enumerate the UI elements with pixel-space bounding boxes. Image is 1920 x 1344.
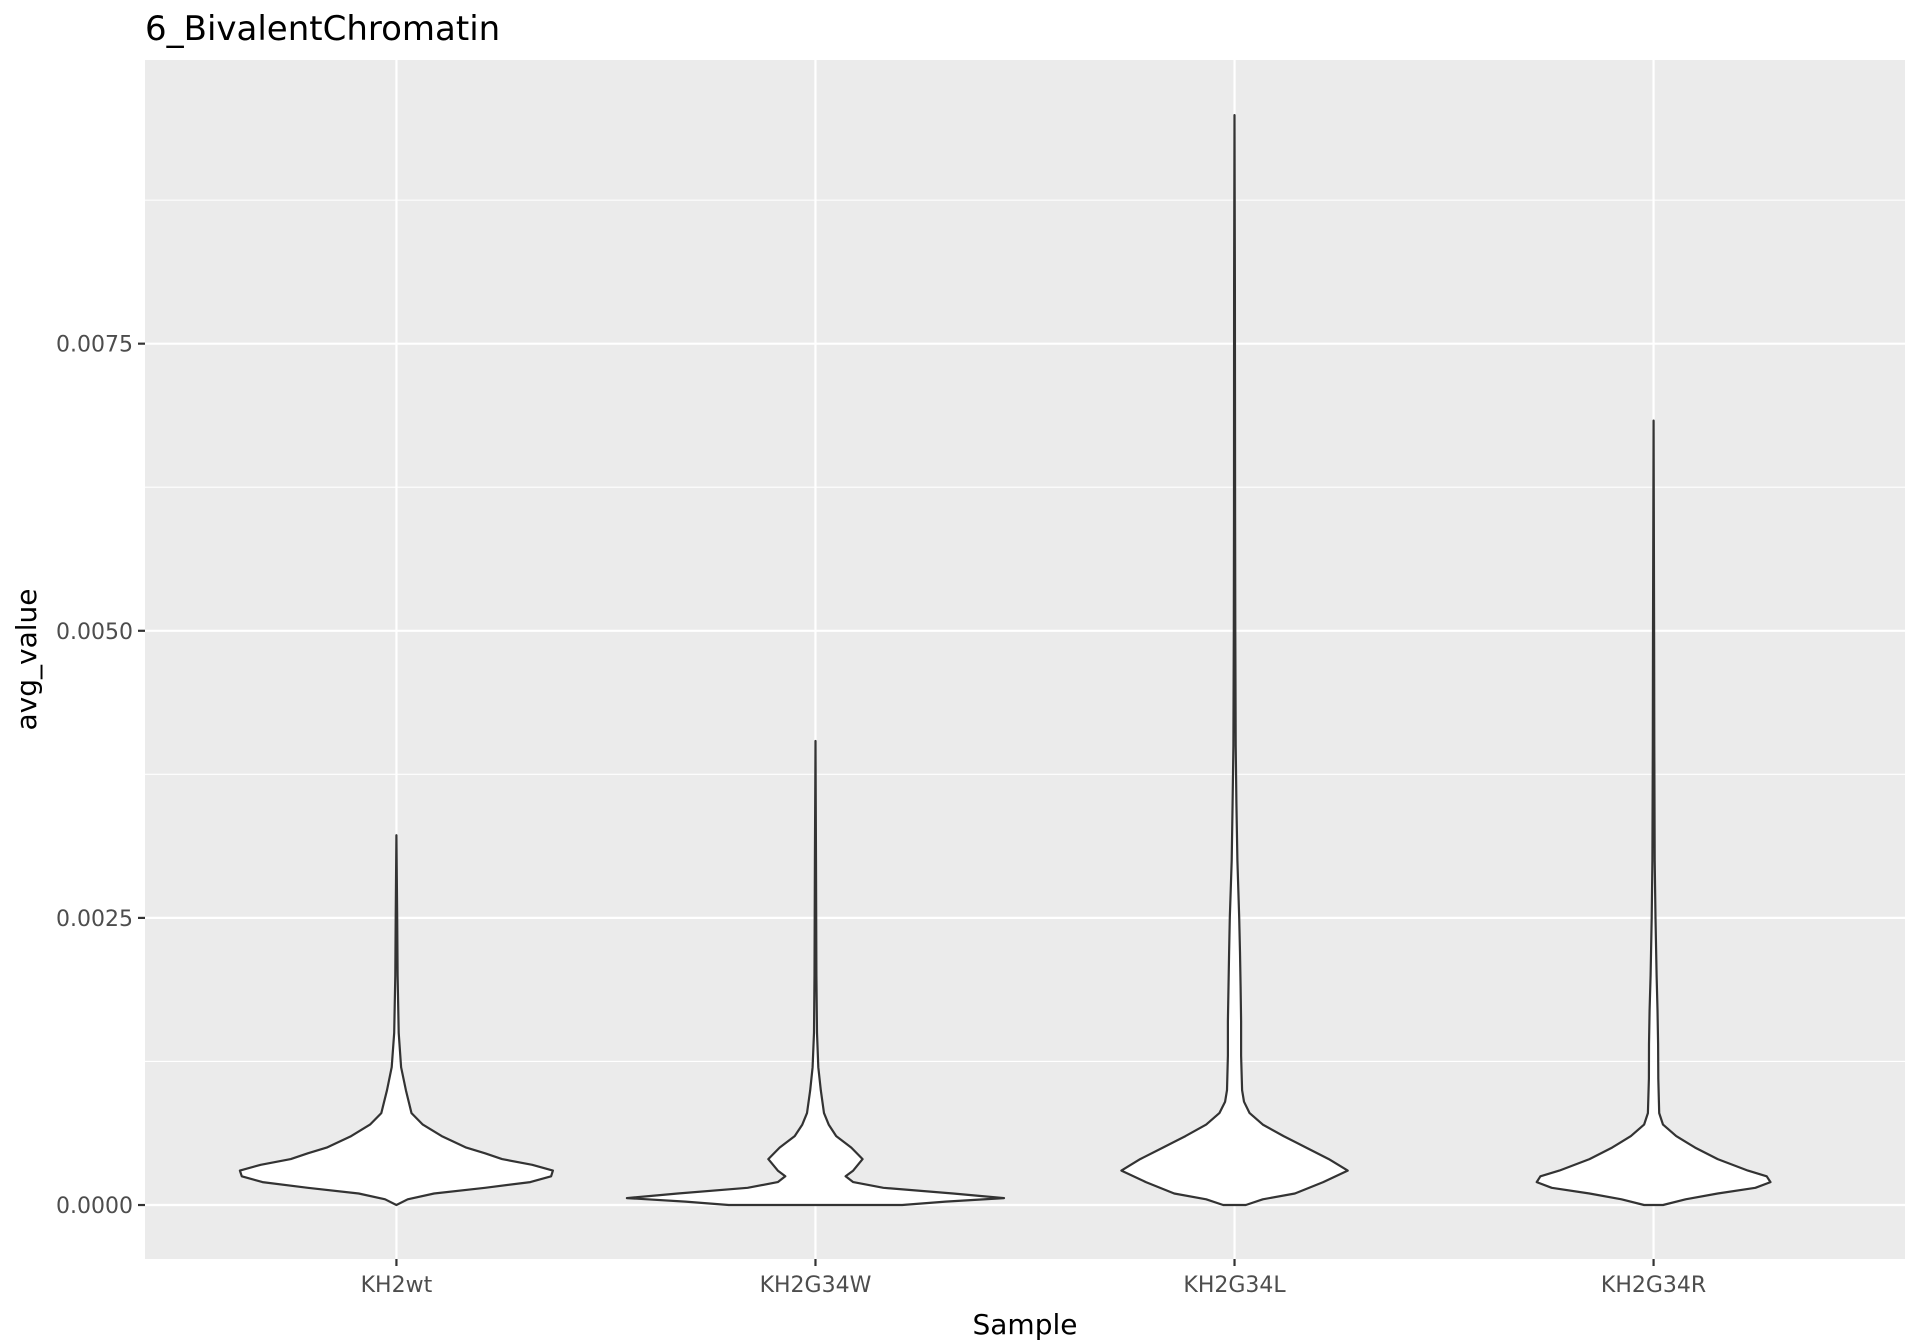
y-tick-label: 0.0075: [56, 333, 133, 358]
violins: [238, 114, 1772, 1207]
violin-kh2wt: [238, 834, 554, 1207]
axes: 0.0000 0.0025 0.0050 0.0075 KH2wt KH2G34W KH2G…: [56, 333, 1706, 1298]
x-tick-label: KH2G34W: [760, 1273, 872, 1298]
x-axis-title: Sample: [973, 1308, 1078, 1341]
plot-panel: [145, 60, 1905, 1259]
violin-kh2g34w: [625, 739, 1006, 1207]
y-tick-label: 0.0050: [56, 620, 133, 645]
violin-kh2g34l: [1120, 114, 1349, 1207]
x-tick-label: KH2wt: [361, 1273, 433, 1298]
x-tick-label: KH2G34L: [1183, 1273, 1286, 1298]
chart-title: 6_BivalentChromatin: [145, 9, 500, 49]
x-tick-label: KH2G34R: [1601, 1273, 1706, 1298]
y-tick-label: 0.0000: [56, 1194, 133, 1219]
violin-kh2g34r: [1535, 419, 1772, 1207]
y-tick-label: 0.0025: [56, 907, 133, 932]
y-axis-title: avg_value: [10, 589, 43, 731]
